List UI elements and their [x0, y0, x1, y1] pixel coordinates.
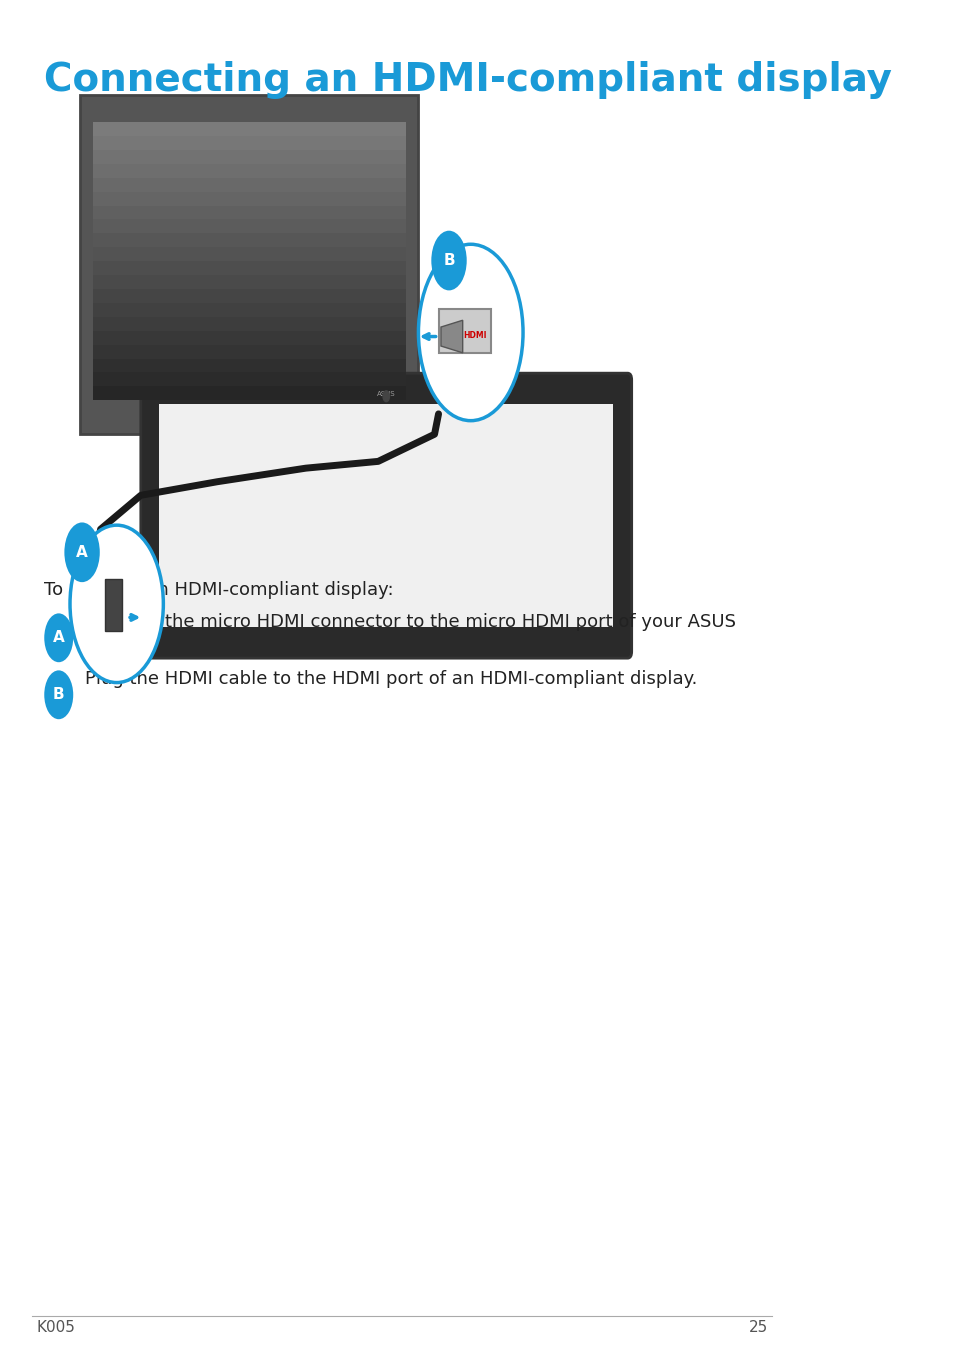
Text: HDMI: HDMI	[462, 331, 486, 339]
Circle shape	[418, 244, 522, 421]
Polygon shape	[440, 320, 462, 353]
FancyBboxPatch shape	[92, 233, 406, 247]
FancyBboxPatch shape	[92, 206, 406, 220]
FancyBboxPatch shape	[143, 615, 154, 627]
FancyBboxPatch shape	[143, 597, 154, 609]
FancyBboxPatch shape	[201, 489, 297, 513]
FancyBboxPatch shape	[92, 178, 406, 191]
FancyBboxPatch shape	[92, 136, 406, 151]
FancyBboxPatch shape	[92, 358, 406, 373]
FancyBboxPatch shape	[92, 122, 406, 136]
FancyBboxPatch shape	[80, 95, 418, 434]
FancyBboxPatch shape	[92, 345, 406, 358]
Text: ASUS: ASUS	[376, 391, 395, 396]
Circle shape	[64, 522, 100, 582]
Text: B: B	[443, 252, 455, 269]
Text: B: B	[52, 687, 65, 703]
Text: To connect an HDMI-compliant display:: To connect an HDMI-compliant display:	[44, 581, 394, 598]
FancyBboxPatch shape	[92, 164, 406, 178]
FancyBboxPatch shape	[92, 318, 406, 331]
Text: 25: 25	[748, 1320, 768, 1335]
FancyBboxPatch shape	[92, 331, 406, 345]
Text: Connecting an HDMI-compliant display: Connecting an HDMI-compliant display	[44, 61, 891, 99]
Circle shape	[44, 613, 73, 662]
FancyBboxPatch shape	[92, 373, 406, 387]
Circle shape	[382, 391, 389, 402]
FancyBboxPatch shape	[438, 309, 491, 353]
FancyBboxPatch shape	[92, 261, 406, 275]
FancyBboxPatch shape	[92, 387, 406, 400]
Circle shape	[44, 670, 73, 719]
Text: A: A	[52, 630, 65, 646]
Text: K005: K005	[36, 1320, 75, 1335]
Text: A: A	[76, 544, 88, 560]
FancyBboxPatch shape	[233, 434, 265, 489]
Text: Tablet.: Tablet.	[85, 649, 145, 666]
FancyBboxPatch shape	[159, 404, 613, 627]
FancyBboxPatch shape	[92, 247, 406, 261]
FancyBboxPatch shape	[92, 191, 406, 206]
FancyBboxPatch shape	[141, 373, 631, 658]
FancyBboxPatch shape	[92, 275, 406, 289]
FancyBboxPatch shape	[92, 303, 406, 318]
Text: Plug the HDMI cable to the HDMI port of an HDMI-compliant display.: Plug the HDMI cable to the HDMI port of …	[85, 670, 697, 688]
Circle shape	[431, 231, 466, 290]
FancyBboxPatch shape	[105, 579, 122, 631]
Circle shape	[70, 525, 163, 683]
FancyBboxPatch shape	[92, 289, 406, 303]
FancyBboxPatch shape	[92, 151, 406, 164]
FancyBboxPatch shape	[92, 220, 406, 233]
Text: Connect the micro HDMI connector to the micro HDMI port of your ASUS: Connect the micro HDMI connector to the …	[85, 613, 736, 631]
